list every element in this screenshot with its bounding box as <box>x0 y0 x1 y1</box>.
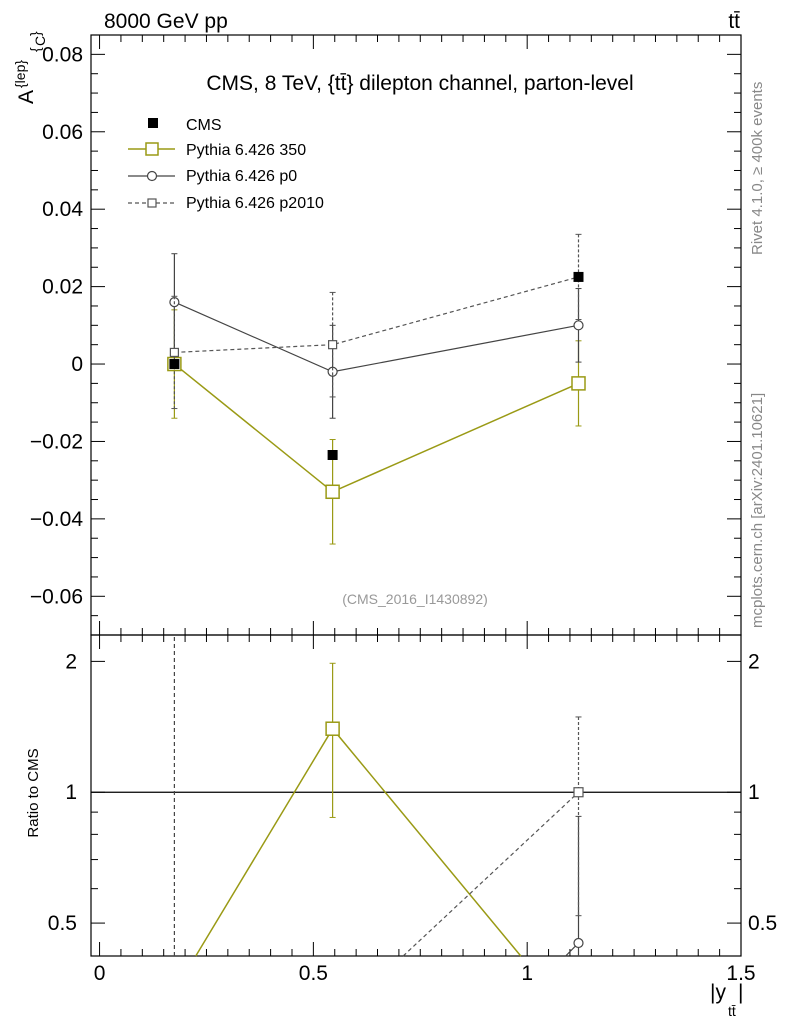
y-tick-label: 0 <box>71 353 83 376</box>
legend-cms-label: CMS <box>186 117 222 134</box>
legend-p0-label: Pythia 6.426 p0 <box>186 168 297 185</box>
y-tick-label: −0.06 <box>30 585 83 608</box>
y-tick-label: 0.04 <box>42 198 83 221</box>
ratio-point <box>573 787 584 798</box>
data-point <box>169 347 179 358</box>
header-energy: 8000 GeV pp <box>104 10 228 33</box>
mcplots-label: mcplots.cern.ch [arXiv:2401.10621] <box>749 393 766 628</box>
svg-text:A: A <box>15 90 38 104</box>
data-point <box>327 450 338 460</box>
ratio-y-tick-label: 2 <box>65 650 77 673</box>
y-tick-label: −0.04 <box>30 508 83 531</box>
svg-text:|: | <box>738 981 743 1004</box>
x-tick-label: 0 <box>94 962 106 985</box>
y-axis-label: A {lep} { C } <box>12 31 48 104</box>
series-line <box>174 301 579 373</box>
y-tick-label: 0.02 <box>42 276 83 299</box>
legend-350-label: Pythia 6.426 350 <box>186 142 306 159</box>
chart-title: CMS, 8 TeV, {tt̄} dilepton channel, part… <box>206 72 633 95</box>
y-tick-label: −0.02 <box>30 430 83 453</box>
svg-text:tt̄: tt̄ <box>728 1003 736 1019</box>
svg-text:{: { <box>27 47 43 52</box>
legend: CMS Pythia 6.426 350 Pythia 6.426 p0 Pyt… <box>128 117 324 212</box>
legend-350-marker <box>145 142 159 156</box>
x-tick-label: 0.5 <box>299 962 328 985</box>
ratio-y-tick-label: 0.5 <box>48 912 77 935</box>
ratio-y-tick-label: 1 <box>65 781 77 804</box>
main-series <box>167 233 586 545</box>
header-process: tt̄ <box>728 10 740 33</box>
ratio-panel-frame <box>90 634 742 957</box>
ratio-point <box>573 937 584 949</box>
ratio-line <box>402 791 579 957</box>
series-line <box>173 363 579 493</box>
data-point <box>327 366 338 377</box>
ratio-y-label: Ratio to CMS <box>25 748 42 837</box>
data-point <box>169 359 180 370</box>
x-tick-label: 1 <box>521 962 533 985</box>
ratio-line <box>195 727 522 957</box>
ratio-series <box>173 635 584 957</box>
ratio-y-tick-label-right: 1 <box>748 781 760 804</box>
axis-ticks: 0 0.5 1 1.5 0.08 0.06 0.04 0.02 0 −0.02 −0.04 −0.06… <box>30 34 777 985</box>
ratio-y-tick-label-right: 2 <box>748 650 760 673</box>
legend-cms-marker <box>148 118 158 128</box>
legend-p0-marker <box>146 170 158 182</box>
ratio-y-tick-label-right: 0.5 <box>748 912 777 935</box>
series-line <box>174 276 579 354</box>
svg-text:}: } <box>27 31 43 36</box>
data-point <box>325 484 340 500</box>
svg-text:{lep}: {lep} <box>12 60 28 88</box>
svg-text:C: C <box>32 36 48 46</box>
x-axis-label: |y tt̄ | <box>710 981 743 1019</box>
x-tick-label: 1.5 <box>726 962 755 985</box>
y-tick-label: 0.08 <box>42 43 83 66</box>
analysis-id: (CMS_2016_I1430892) <box>342 591 488 607</box>
data-point <box>573 320 584 331</box>
data-point <box>328 340 338 350</box>
legend-p2010-marker <box>147 198 157 208</box>
rivet-label: Rivet 4.1.0, ≥ 400k events <box>749 82 766 255</box>
data-point <box>573 271 584 282</box>
svg-text:|y: |y <box>710 981 726 1004</box>
data-point <box>571 376 586 391</box>
legend-p2010-label: Pythia 6.426 p2010 <box>186 195 324 212</box>
ratio-point <box>325 721 340 736</box>
y-tick-label: 0.06 <box>42 121 83 144</box>
